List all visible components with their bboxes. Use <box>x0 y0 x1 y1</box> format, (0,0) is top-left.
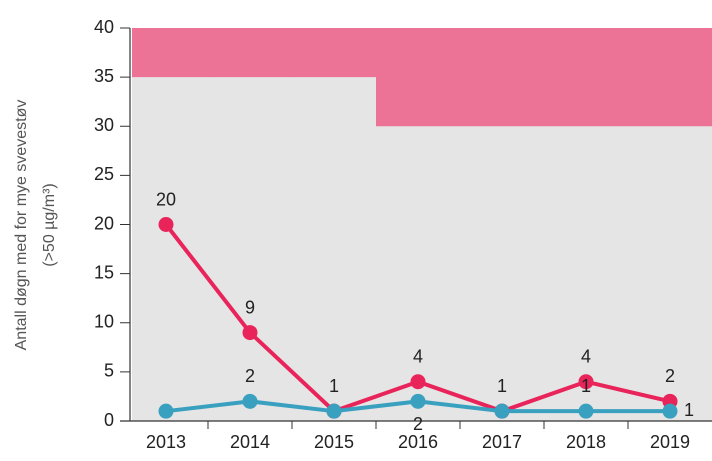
limit-area <box>628 28 712 127</box>
y-tick-label: 0 <box>104 410 114 430</box>
limit-area <box>460 28 545 127</box>
y-tick-label: 20 <box>94 213 114 233</box>
data-label: 2 <box>665 366 675 386</box>
data-label: 1 <box>329 376 339 396</box>
y-tick-label: 15 <box>94 262 114 282</box>
limit-area <box>292 28 377 78</box>
data-point <box>242 393 258 409</box>
x-tick-label: 2016 <box>398 432 438 452</box>
data-point <box>410 393 426 409</box>
data-point <box>662 403 678 419</box>
data-label: 1 <box>581 376 591 396</box>
data-label: 9 <box>245 297 255 317</box>
data-point <box>578 403 594 419</box>
data-label: 2 <box>245 366 255 386</box>
limit-area <box>544 28 629 127</box>
data-point <box>326 403 342 419</box>
y-tick-label: 10 <box>94 312 114 332</box>
data-label: 2 <box>413 414 423 434</box>
data-label: 20 <box>156 189 176 209</box>
x-tick-label: 2017 <box>482 432 522 452</box>
y-tick-label: 30 <box>94 115 114 135</box>
data-point <box>494 403 510 419</box>
data-point <box>158 217 174 232</box>
limit-area <box>376 28 461 127</box>
x-tick-label: 2015 <box>314 432 354 452</box>
data-label: 4 <box>413 346 423 366</box>
data-point <box>158 403 174 419</box>
x-tick-label: 2014 <box>230 432 270 452</box>
y-tick-label: 35 <box>94 66 114 86</box>
data-label: 1 <box>497 376 507 396</box>
data-label: 4 <box>581 346 591 366</box>
x-tick-label: 2019 <box>650 432 690 452</box>
limit-area <box>208 28 293 78</box>
data-label: 1 <box>684 400 694 420</box>
x-tick-label: 2018 <box>566 432 606 452</box>
y-axis-label: Antall døgn med for mye svevestøv <box>13 100 30 351</box>
x-tick-label: 2013 <box>146 432 186 452</box>
y-tick-label: 40 <box>94 17 114 37</box>
data-point <box>410 374 426 390</box>
data-point <box>242 325 258 341</box>
y-tick-label: 25 <box>94 164 114 184</box>
y-axis-label: (>50 µg/m³) <box>41 183 58 266</box>
limit-area <box>132 28 209 78</box>
y-tick-label: 5 <box>104 361 114 381</box>
data-point <box>578 374 594 390</box>
limit-areas <box>132 28 712 127</box>
